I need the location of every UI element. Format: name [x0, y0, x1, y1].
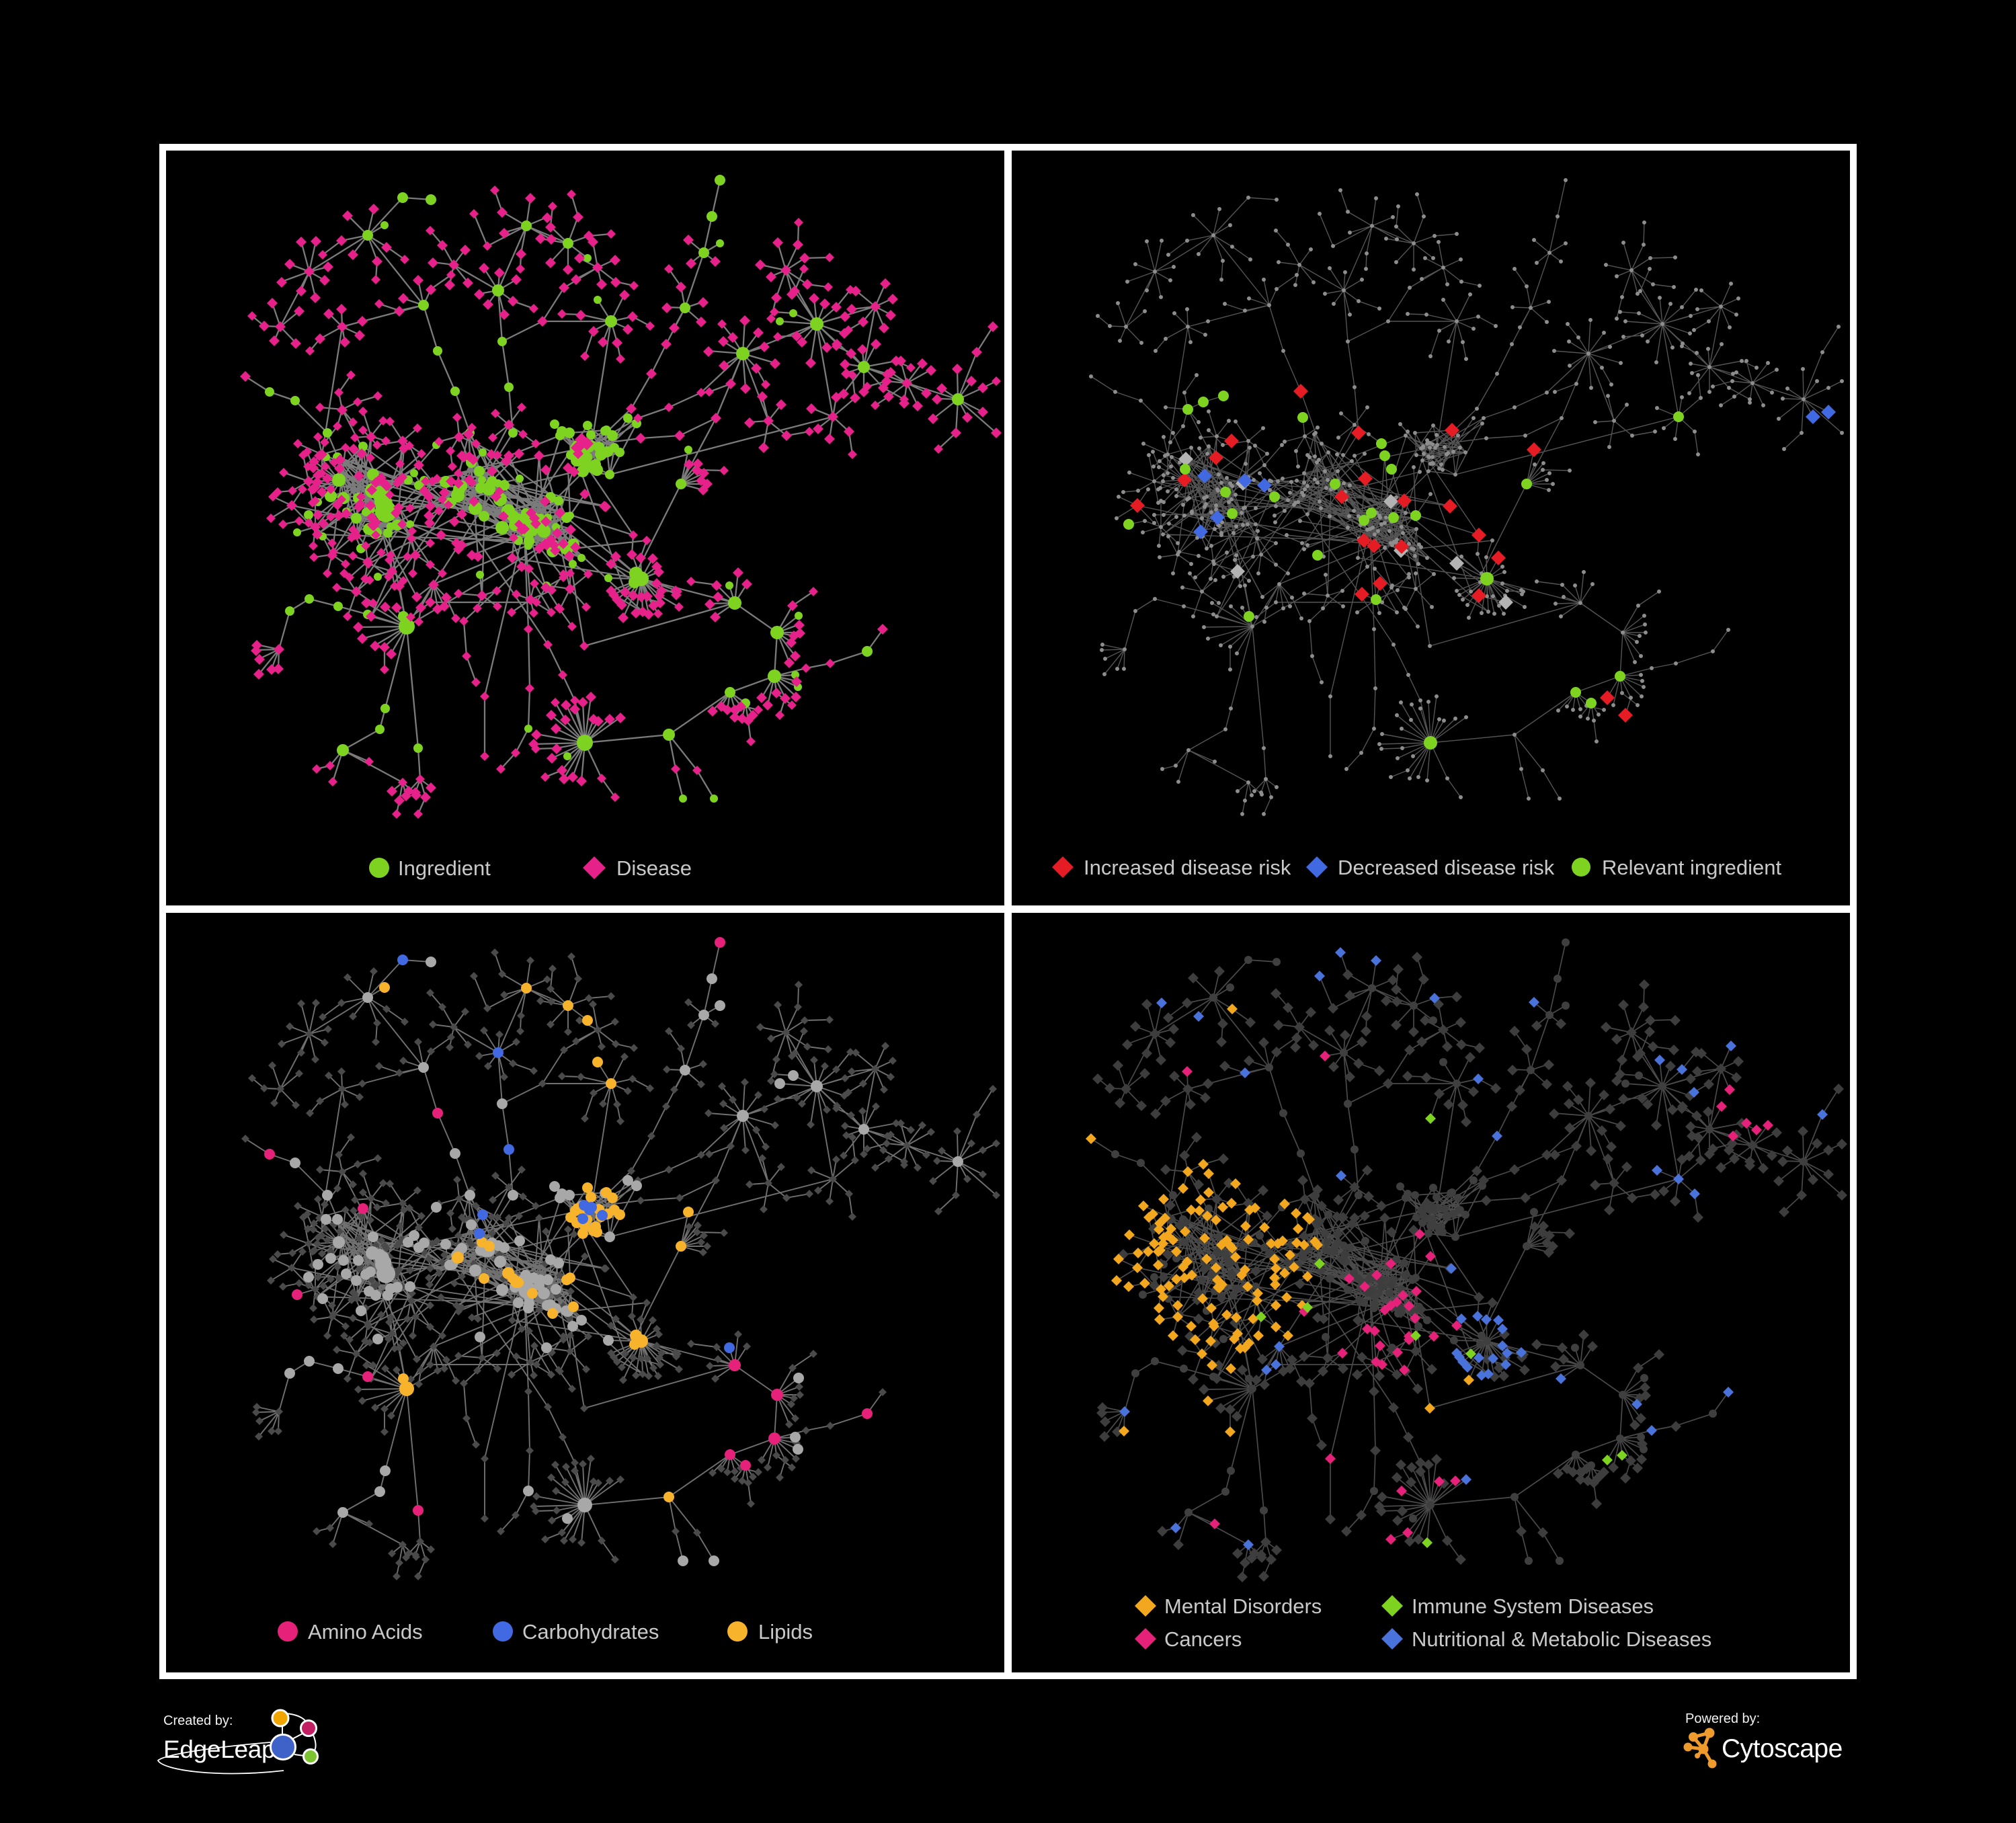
svg-text:Cancers: Cancers [1164, 1627, 1242, 1651]
svg-text:Nutritional & Metabolic Diseas: Nutritional & Metabolic Diseases [1412, 1627, 1711, 1651]
svg-text:Increased disease risk: Increased disease risk [1084, 856, 1291, 879]
svg-text:Relevant ingredient: Relevant ingredient [1602, 856, 1782, 879]
svg-text:Created by:: Created by: [163, 1713, 233, 1728]
svg-text:Mental Disorders: Mental Disorders [1164, 1594, 1322, 1618]
svg-text:Cytoscape: Cytoscape [1722, 1734, 1843, 1763]
svg-text:EdgeLeap: EdgeLeap [163, 1736, 275, 1763]
svg-text:Powered by:: Powered by: [1685, 1711, 1760, 1726]
svg-text:Carbohydrates: Carbohydrates [522, 1620, 659, 1644]
svg-text:Amino Acids: Amino Acids [308, 1620, 423, 1644]
svg-text:Decreased disease risk: Decreased disease risk [1338, 856, 1555, 879]
svg-text:Ingredient: Ingredient [398, 856, 491, 880]
svg-text:Disease: Disease [616, 856, 692, 880]
svg-text:Lipids: Lipids [758, 1620, 813, 1644]
svg-text:Immune System Diseases: Immune System Diseases [1412, 1594, 1654, 1618]
